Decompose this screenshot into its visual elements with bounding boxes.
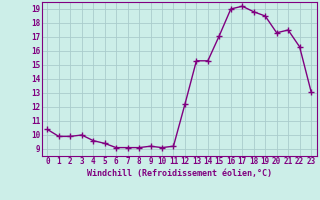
X-axis label: Windchill (Refroidissement éolien,°C): Windchill (Refroidissement éolien,°C) <box>87 169 272 178</box>
